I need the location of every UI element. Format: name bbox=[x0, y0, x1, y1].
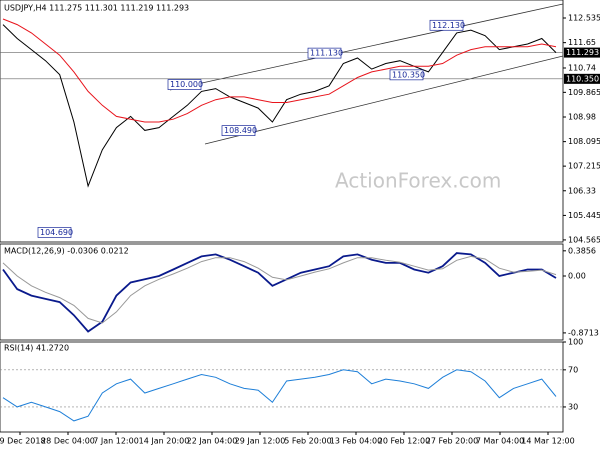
annotation-label: 110.000 bbox=[170, 80, 203, 89]
annotation-label: 108.490 bbox=[224, 126, 257, 135]
price-label: 111.293 bbox=[566, 48, 599, 57]
annotation-box bbox=[221, 125, 256, 136]
price-box bbox=[564, 73, 600, 84]
y-tick-label: 108.095 bbox=[568, 137, 600, 146]
channel-lower bbox=[204, 55, 564, 145]
y-tick-label: 109.865 bbox=[568, 88, 600, 97]
y-tick-label: -0.8713 bbox=[568, 328, 599, 337]
y-tick-label: 110.74 bbox=[568, 63, 596, 72]
y-tick-label: 0.00 bbox=[568, 272, 586, 281]
annotation-label: 104.690 bbox=[40, 228, 73, 237]
annotation-box bbox=[389, 69, 424, 81]
price-label: 110.350 bbox=[566, 74, 599, 83]
series-line bbox=[2, 252, 557, 333]
annotation-box bbox=[307, 47, 342, 59]
x-tick-label: 7 Jan 12:00 bbox=[93, 437, 139, 446]
macd-title: MACD(12,26,9) -0.0306 0.0212 bbox=[4, 247, 129, 256]
macd-frame bbox=[0, 243, 564, 341]
x-tick-label: 20 Feb 12:00 bbox=[378, 437, 430, 446]
y-tick-label: 107.215 bbox=[568, 162, 600, 171]
y-tick-label: 108.98 bbox=[568, 112, 596, 121]
y-tick-label: 0.3856 bbox=[568, 246, 596, 255]
x-tick-label: 5 Feb 20:00 bbox=[284, 437, 331, 446]
main-frame bbox=[0, 0, 564, 243]
rsi-title: RSI(14) 41.2720 bbox=[4, 344, 69, 353]
x-tick-label: 29 Jan 12:00 bbox=[235, 437, 286, 446]
y-tick-label: 111.65 bbox=[568, 38, 596, 47]
x-tick-label: 14 Jan 20:00 bbox=[139, 437, 190, 446]
annotation-label: 112.130 bbox=[432, 21, 465, 30]
x-tick-label: 13 Feb 04:00 bbox=[330, 437, 382, 446]
x-tick-label: 22 Jan 04:00 bbox=[187, 437, 238, 446]
y-tick-label: 100 bbox=[568, 338, 583, 347]
channel-upper bbox=[169, 3, 564, 91]
annotation-label: 110.350 bbox=[392, 70, 425, 79]
y-tick-label: 104.565 bbox=[568, 235, 600, 244]
annotation-box bbox=[37, 227, 72, 238]
annotation-box bbox=[429, 19, 464, 31]
x-tick-label: 19 Dec 2018 bbox=[0, 437, 46, 446]
series-line bbox=[2, 24, 557, 188]
x-tick-label: 7 Mar 04:00 bbox=[476, 437, 524, 446]
series-line bbox=[2, 369, 557, 422]
series-line bbox=[2, 18, 557, 123]
y-tick-label: 70 bbox=[568, 365, 578, 374]
x-tick-label: 27 Feb 20:00 bbox=[426, 437, 478, 446]
watermark: ActionForex.com bbox=[335, 169, 501, 193]
main-title: USDJPY,H4 111.275 111.301 111.219 111.29… bbox=[4, 4, 189, 13]
y-tick-label: 105.445 bbox=[568, 211, 600, 220]
price-box bbox=[564, 47, 600, 58]
annotation-label: 111.130 bbox=[310, 49, 343, 58]
y-tick-label: 106.33 bbox=[568, 186, 596, 195]
x-tick-label: 14 Mar 12:00 bbox=[521, 437, 574, 446]
annotation-box bbox=[167, 79, 202, 90]
y-tick-label: 112.535 bbox=[568, 14, 600, 23]
series-line bbox=[2, 255, 557, 324]
rsi-frame bbox=[0, 341, 564, 433]
x-tick-label: 28 Dec 04:00 bbox=[41, 437, 95, 446]
y-tick-label: 30 bbox=[568, 402, 578, 411]
